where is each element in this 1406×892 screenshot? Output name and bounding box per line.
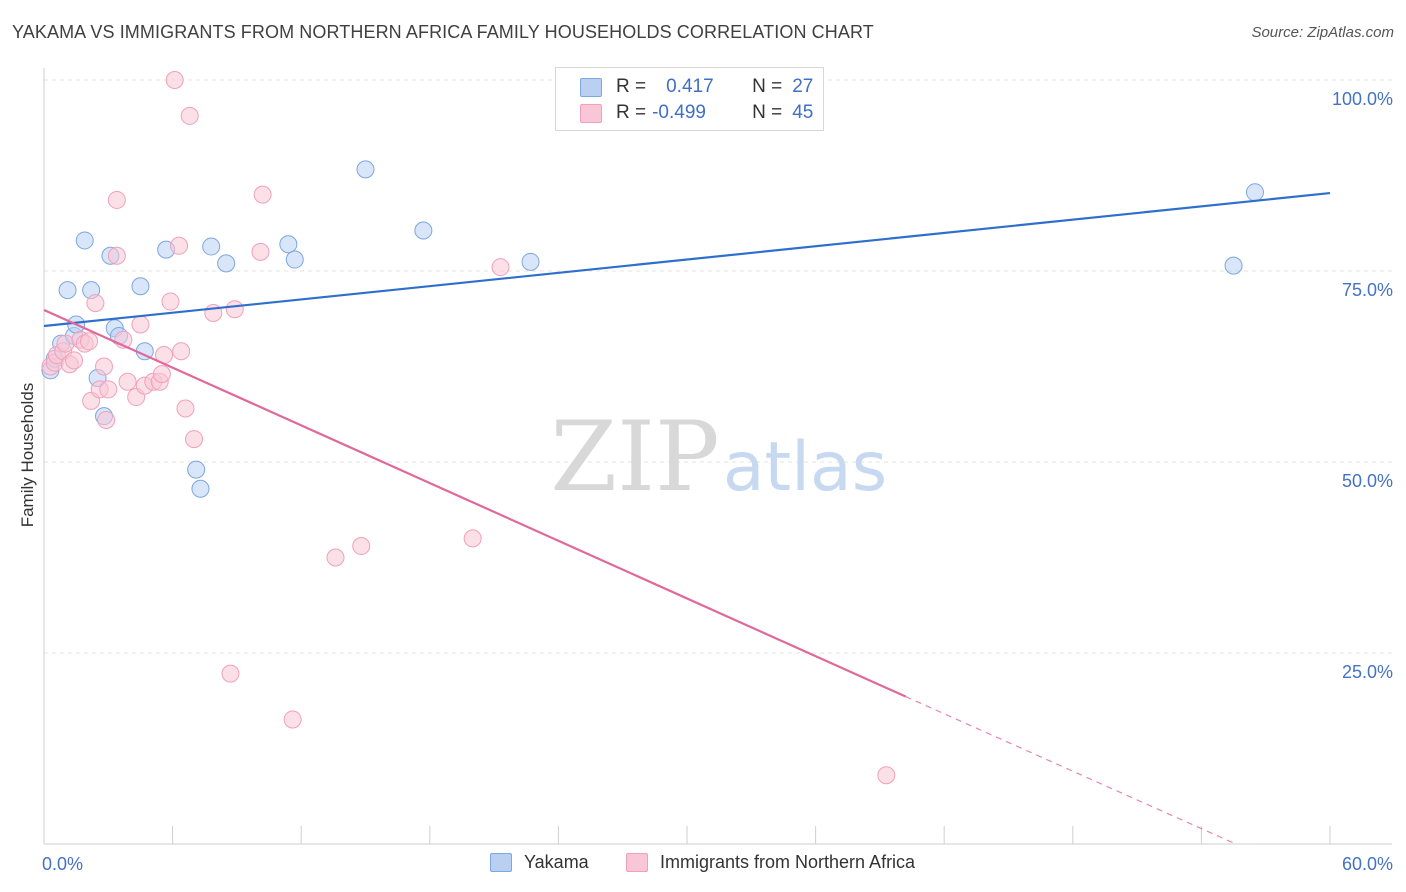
point-yakama — [414, 221, 433, 240]
watermark: ZIP atlas — [550, 401, 887, 513]
chart-source: Source: ZipAtlas.com — [1251, 24, 1394, 41]
watermark-atlas: atlas — [723, 428, 887, 507]
legend-r-value: 0.417 — [666, 76, 714, 97]
watermark-zip: ZIP — [550, 401, 719, 513]
legend-row-immigrants: R = -0.499 N = 45 — [580, 101, 813, 125]
x-tick-labels: 0.0% 60.0% — [42, 854, 1393, 874]
legend-row-yakama: R = 0.417 N = 27 — [580, 75, 813, 99]
y-tick-label: 50.0% — [1342, 471, 1393, 491]
point-immigrants — [95, 357, 114, 376]
x-tick-label: 60.0% — [1342, 854, 1393, 874]
point-immigrants — [86, 294, 105, 313]
point-immigrants — [97, 410, 116, 429]
trend-lines — [43, 191, 1331, 845]
legend-r-value: -0.499 — [652, 102, 706, 123]
legend-r-label: R = — [616, 76, 647, 97]
grid-lines — [44, 79, 1392, 654]
point-immigrants — [107, 190, 126, 209]
series-legend-yakama: Yakama — [490, 852, 589, 873]
point-immigrants — [283, 710, 302, 729]
series-name-immigrants: Immigrants from Northern Africa — [660, 852, 916, 872]
point-yakama — [279, 235, 298, 254]
point-immigrants — [176, 399, 195, 418]
series-swatch-immigrants — [626, 853, 648, 872]
point-immigrants — [877, 766, 896, 785]
y-tick-labels: 100.0% 75.0% 50.0% 25.0% — [1332, 89, 1393, 682]
point-yakama — [521, 252, 540, 271]
y-tick-label: 100.0% — [1332, 89, 1393, 109]
point-yakama — [187, 460, 206, 479]
data-points — [41, 71, 1264, 785]
point-immigrants — [170, 236, 189, 255]
point-immigrants — [491, 258, 510, 277]
point-immigrants — [165, 71, 184, 89]
legend-swatch-immigrants — [580, 103, 602, 123]
chart-title: YAKAMA VS IMMIGRANTS FROM NORTHERN AFRIC… — [12, 22, 874, 42]
trend-line-yakama — [43, 191, 1331, 328]
correlation-legend: R = 0.417 N = 27 R = -0.499 N = 45 — [555, 67, 824, 131]
legend-n-label: N = — [752, 102, 783, 123]
legend-n-label: N = — [752, 76, 783, 97]
legend-swatch-yakama — [580, 77, 602, 97]
legend-n-value: 27 — [792, 76, 814, 97]
point-immigrants — [326, 548, 345, 567]
point-immigrants — [253, 185, 272, 204]
point-immigrants — [221, 664, 240, 683]
trend-line-immigrants-extension — [905, 696, 1237, 845]
point-yakama — [58, 281, 77, 300]
legend-n-value: 45 — [792, 102, 814, 123]
point-yakama — [285, 250, 304, 269]
point-yakama — [75, 231, 94, 250]
point-yakama — [131, 277, 150, 296]
point-immigrants — [161, 292, 180, 311]
point-immigrants — [352, 537, 371, 556]
point-yakama — [217, 254, 236, 273]
point-yakama — [191, 479, 210, 498]
point-immigrants — [172, 342, 191, 361]
series-name-yakama: Yakama — [524, 852, 589, 872]
series-legend-immigrants: Immigrants from Northern Africa — [626, 852, 915, 873]
series-legend: Yakama Immigrants from Northern Africa — [0, 852, 1406, 876]
point-immigrants — [131, 315, 150, 334]
y-tick-label: 25.0% — [1342, 662, 1393, 682]
trend-line-immigrants — [43, 308, 907, 698]
point-immigrants — [107, 246, 126, 265]
axes — [43, 68, 1392, 845]
point-immigrants — [180, 106, 199, 125]
point-immigrants — [251, 242, 270, 261]
point-yakama — [356, 160, 375, 179]
point-immigrants — [80, 332, 99, 351]
x-tick-label: 0.0% — [42, 854, 83, 874]
point-immigrants — [463, 529, 482, 548]
point-immigrants — [56, 334, 75, 353]
legend-r-label: R = — [616, 102, 647, 123]
point-immigrants — [185, 430, 204, 449]
point-yakama — [1224, 256, 1243, 275]
point-immigrants — [65, 351, 84, 370]
point-immigrants — [99, 380, 118, 399]
point-immigrants — [118, 372, 137, 391]
point-yakama — [202, 237, 221, 256]
point-yakama — [1245, 183, 1264, 202]
series-swatch-yakama — [490, 853, 512, 872]
y-tick-label: 75.0% — [1342, 280, 1393, 300]
point-immigrants — [152, 365, 171, 384]
point-immigrants — [225, 300, 244, 319]
